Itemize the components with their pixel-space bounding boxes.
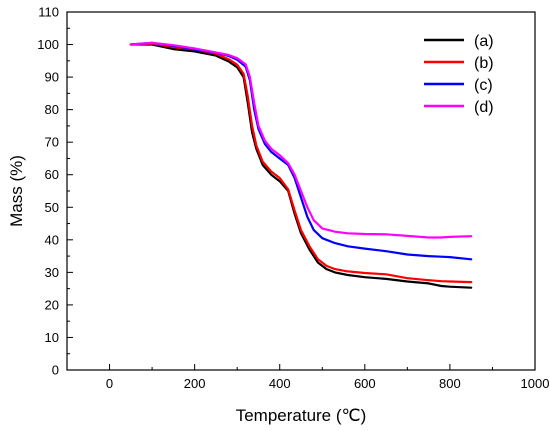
- x-tick-label: 800: [439, 376, 461, 391]
- y-tick-label: 40: [45, 232, 59, 247]
- y-axis-title: Mass (%): [7, 155, 26, 227]
- series-line-1: [129, 43, 473, 289]
- series-layer: [129, 41, 473, 289]
- legend-label: (d): [474, 99, 494, 116]
- y-tick-label: 90: [45, 70, 59, 85]
- legend: (a) (b) (c) (d): [424, 33, 494, 116]
- x-tick-label: 0: [106, 376, 113, 391]
- x-tick-labels: 0 200 400 600 800 1000: [106, 376, 550, 391]
- series-line-4: [129, 41, 473, 239]
- legend-label: (b): [474, 55, 494, 72]
- y-tick-label: 20: [45, 297, 59, 312]
- y-tick-label: 30: [45, 265, 59, 280]
- x-axis-title: Temperature (℃): [236, 406, 367, 425]
- y-tick-label: 50: [45, 200, 59, 215]
- y-tick-label: 10: [45, 330, 59, 345]
- x-tick-label: 1000: [521, 376, 550, 391]
- series-line-2: [129, 42, 473, 284]
- x-tick-label: 600: [354, 376, 376, 391]
- y-tick-label: 80: [45, 102, 59, 117]
- x-tick-label: 400: [269, 376, 291, 391]
- y-tick-label: 110: [38, 5, 59, 20]
- x-tick-label: 200: [184, 376, 206, 391]
- y-tick-label: 70: [45, 135, 59, 150]
- y-tick-label: 0: [52, 363, 59, 378]
- y-tick-label: 60: [45, 167, 59, 182]
- y-tick-label: 100: [37, 37, 59, 52]
- legend-label: (a): [474, 33, 494, 50]
- plot-frame: [66, 11, 536, 371]
- y-tick-labels: 0 10 20 30 40 50 60 70 80 90 100 110: [37, 5, 59, 378]
- legend-label: (c): [474, 77, 493, 94]
